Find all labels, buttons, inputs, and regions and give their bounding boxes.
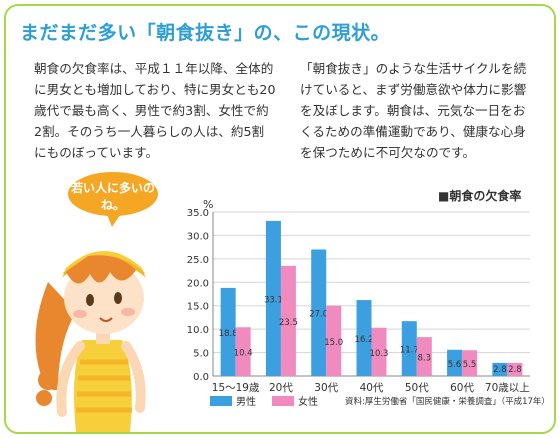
bar-female: [462, 350, 478, 376]
legend-label: 男性: [236, 395, 256, 408]
advice-paragraph: 「朝食抜き」のような生活サイクルを続けていると、まず労働意欲や体力に影響を及ぼし…: [300, 61, 527, 160]
bar-value-label: 10.4: [234, 349, 253, 359]
bar-value-label: 2.8: [493, 365, 507, 375]
bar-value-label: 8.3: [418, 354, 432, 364]
speech-bubble-text: 若い人に多いのね。: [70, 181, 155, 212]
bar-value-label: 23.5: [279, 318, 298, 328]
x-tick-label: 70歳以上: [485, 382, 530, 394]
chart-title: ■朝食の欠食率: [438, 188, 521, 203]
bar-male: [447, 349, 463, 376]
bar-male: [265, 220, 281, 376]
bar-value-label: 18.8: [219, 329, 238, 339]
bar-value-label: 5.5: [463, 360, 477, 370]
y-tick-label: 35.0: [187, 208, 209, 219]
y-tick-label: 30.0: [187, 231, 209, 242]
bar-male: [220, 287, 236, 376]
y-tick-label: 25.0: [187, 255, 209, 266]
bar-female: [416, 337, 432, 376]
x-tick-label: 40代: [360, 382, 384, 394]
bar-female: [507, 362, 523, 376]
bar-value-label: 10.3: [370, 349, 389, 359]
data-source: 資料:厚生労働省「国民健康・栄養調査」（平成17年）: [345, 396, 550, 407]
bar-value-label: 11.7: [400, 346, 419, 356]
y-tick-label: 0.0: [193, 372, 209, 383]
bar-female: [371, 327, 387, 376]
bar-value-label: 16.2: [355, 335, 374, 345]
y-tick-label: 5.0: [193, 349, 209, 360]
legend-swatch-female: [272, 396, 294, 406]
x-tick-label: 30代: [314, 382, 338, 394]
bar-value-label: 15.0: [324, 338, 343, 348]
bar-value-label: 33.1: [264, 295, 283, 305]
bar-value-label: 27.0: [309, 310, 328, 320]
bar-value-label: 5.6: [448, 360, 462, 370]
x-tick-label: 60代: [450, 382, 474, 394]
y-tick-label: 15.0: [187, 302, 209, 313]
bar-male: [311, 249, 327, 376]
x-tick-label: 15～19歳: [212, 382, 260, 394]
bar-male: [401, 321, 417, 376]
legend-swatch-male: [210, 396, 232, 406]
y-tick-label: 20.0: [187, 278, 209, 289]
bar-male: [356, 300, 372, 376]
bar-female: [280, 265, 296, 376]
girl-illustration: [35, 251, 146, 432]
speech-bubble: [68, 172, 158, 227]
x-tick-label: 20代: [269, 382, 293, 394]
y-tick-label: 10.0: [187, 325, 209, 336]
bar-value-label: 2.8: [508, 365, 522, 375]
legend-label: 女性: [298, 395, 318, 408]
bar-male: [492, 362, 508, 376]
x-tick-label: 50代: [405, 382, 429, 394]
y-axis-unit: %: [203, 198, 213, 211]
bar-female: [326, 305, 342, 376]
page-title: まだまだ多い「朝食抜き」の、この現状。: [20, 22, 391, 44]
intro-paragraph: 朝食の欠食率は、平成１１年以降、全体的に男女とも増加しており、特に男女とも20歳…: [34, 61, 276, 160]
bar-female: [235, 327, 251, 376]
